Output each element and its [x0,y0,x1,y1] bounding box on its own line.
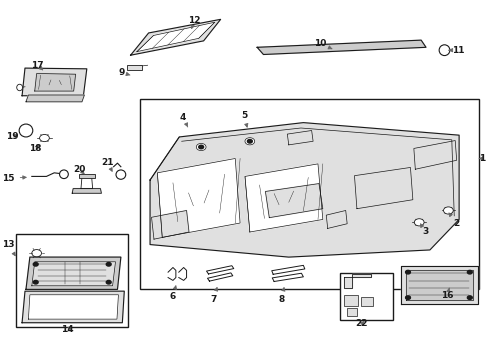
Text: 9: 9 [118,68,130,77]
Text: 6: 6 [169,286,176,301]
Polygon shape [32,262,115,286]
Circle shape [443,207,452,214]
Text: 8: 8 [278,288,285,303]
Text: 1: 1 [478,154,485,163]
Circle shape [106,280,111,284]
Polygon shape [257,40,425,54]
Text: 20: 20 [73,165,85,174]
Text: 7: 7 [210,288,217,303]
Text: 11: 11 [448,46,464,55]
Polygon shape [151,211,189,239]
Circle shape [467,270,471,274]
Text: 12: 12 [187,16,200,28]
Polygon shape [130,19,220,55]
Text: 17: 17 [31,61,44,70]
Polygon shape [287,131,312,145]
Polygon shape [405,270,472,300]
Circle shape [33,280,38,284]
Polygon shape [28,295,118,319]
Polygon shape [354,167,412,209]
Bar [360,297,373,306]
Circle shape [40,134,49,141]
Text: 3: 3 [420,224,427,237]
Bar [339,273,393,320]
Circle shape [405,296,409,300]
Ellipse shape [17,84,22,91]
Text: 16: 16 [440,288,453,300]
Circle shape [198,145,203,149]
Circle shape [106,262,111,266]
Polygon shape [137,22,214,51]
Ellipse shape [438,45,449,55]
Polygon shape [150,123,458,257]
Bar [346,309,356,316]
Circle shape [247,139,252,143]
Polygon shape [325,211,346,228]
Bar [79,174,94,178]
Text: 19: 19 [6,132,19,141]
Bar [140,99,478,289]
Circle shape [196,143,205,150]
Bar [344,296,357,306]
Polygon shape [413,140,456,169]
Polygon shape [26,95,84,102]
Text: 4: 4 [180,113,187,127]
Text: 2: 2 [448,213,459,228]
Text: 10: 10 [314,39,331,49]
Circle shape [244,138,254,145]
Text: 22: 22 [355,319,367,328]
Ellipse shape [60,170,68,179]
Polygon shape [22,68,87,96]
Text: 14: 14 [61,325,74,334]
Text: 5: 5 [241,111,247,127]
Circle shape [32,249,41,257]
Ellipse shape [116,170,125,179]
Circle shape [413,219,423,226]
Circle shape [467,296,471,300]
Polygon shape [35,73,76,91]
Ellipse shape [19,124,33,137]
Bar [127,64,142,69]
Text: 21: 21 [102,158,114,171]
Text: 15: 15 [2,174,26,183]
Polygon shape [26,257,121,289]
Circle shape [405,270,409,274]
Polygon shape [157,158,240,237]
Circle shape [33,262,38,266]
Polygon shape [400,266,477,304]
Polygon shape [265,184,322,218]
Polygon shape [244,164,322,232]
Polygon shape [72,189,101,193]
Polygon shape [344,274,370,288]
Text: 18: 18 [29,144,42,153]
Text: 13: 13 [2,240,15,256]
Bar [16,234,128,327]
Polygon shape [22,291,124,323]
